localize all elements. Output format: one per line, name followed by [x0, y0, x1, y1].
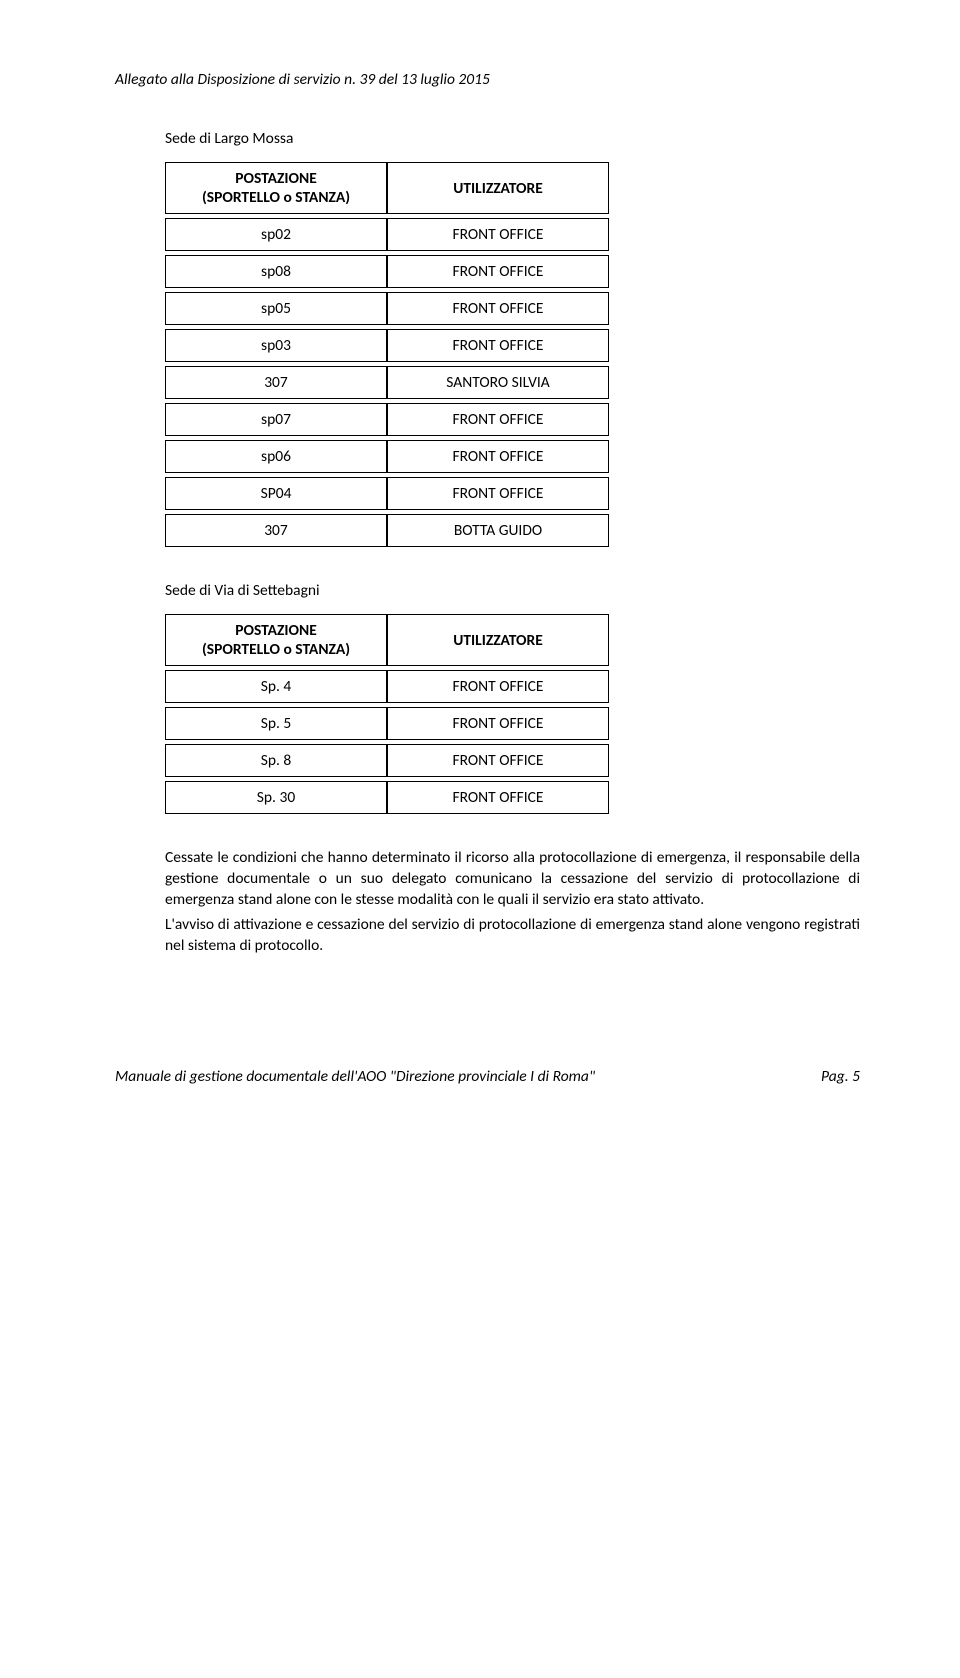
cell-utilizzatore: BOTTA GUIDO [387, 514, 609, 547]
cell-postazione: Sp. 5 [165, 707, 387, 740]
cell-postazione: 307 [165, 366, 387, 399]
cell-utilizzatore: FRONT OFFICE [387, 329, 609, 362]
cell-postazione: sp05 [165, 292, 387, 325]
table-row: sp07FRONT OFFICE [165, 403, 609, 436]
section2-title: Sede di Via di Settebagni [165, 581, 860, 600]
col2-header: UTILIZZATORE [387, 162, 609, 214]
cell-postazione: Sp. 4 [165, 670, 387, 703]
section1-title: Sede di Largo Mossa [165, 129, 860, 148]
cell-postazione: 307 [165, 514, 387, 547]
cell-postazione: sp06 [165, 440, 387, 473]
cell-utilizzatore: FRONT OFFICE [387, 218, 609, 251]
col1-header: POSTAZIONE (SPORTELLO o STANZA) [165, 162, 387, 214]
table-row: 307SANTORO SILVIA [165, 366, 609, 399]
table-largo-mossa: POSTAZIONE (SPORTELLO o STANZA) UTILIZZA… [165, 158, 609, 551]
col1-header: POSTAZIONE (SPORTELLO o STANZA) [165, 614, 387, 666]
cell-postazione: sp03 [165, 329, 387, 362]
col1-header-line2: (SPORTELLO o STANZA) [176, 188, 376, 207]
table-row: Sp. 4FRONT OFFICE [165, 670, 609, 703]
cell-utilizzatore: FRONT OFFICE [387, 707, 609, 740]
paragraph-2: L'avviso di attivazione e cessazione del… [165, 915, 860, 957]
col1-header-line1: POSTAZIONE [176, 169, 376, 188]
table-row: SP04FRONT OFFICE [165, 477, 609, 510]
footer-right: Pag. 5 [821, 1067, 860, 1086]
table-row: Sp. 5FRONT OFFICE [165, 707, 609, 740]
table-row: sp08FRONT OFFICE [165, 255, 609, 288]
cell-utilizzatore: FRONT OFFICE [387, 403, 609, 436]
cell-postazione: Sp. 30 [165, 781, 387, 814]
body-paragraphs: Cessate le condizioni che hanno determin… [165, 848, 860, 957]
cell-utilizzatore: FRONT OFFICE [387, 744, 609, 777]
paragraph-1: Cessate le condizioni che hanno determin… [165, 848, 860, 911]
cell-utilizzatore: FRONT OFFICE [387, 781, 609, 814]
cell-postazione: sp02 [165, 218, 387, 251]
col1-header-line2: (SPORTELLO o STANZA) [176, 640, 376, 659]
col2-header: UTILIZZATORE [387, 614, 609, 666]
page-footer: Manuale di gestione documentale dell'AOO… [115, 1067, 860, 1086]
footer-left: Manuale di gestione documentale dell'AOO… [115, 1067, 595, 1086]
table-row: sp05FRONT OFFICE [165, 292, 609, 325]
cell-utilizzatore: FRONT OFFICE [387, 477, 609, 510]
cell-postazione: sp07 [165, 403, 387, 436]
cell-postazione: Sp. 8 [165, 744, 387, 777]
cell-utilizzatore: FRONT OFFICE [387, 440, 609, 473]
page-header: Allegato alla Disposizione di servizio n… [115, 70, 860, 89]
cell-utilizzatore: FRONT OFFICE [387, 255, 609, 288]
col1-header-line1: POSTAZIONE [176, 621, 376, 640]
table-header-row: POSTAZIONE (SPORTELLO o STANZA) UTILIZZA… [165, 162, 609, 214]
table-row: sp03FRONT OFFICE [165, 329, 609, 362]
table-settebagni: POSTAZIONE (SPORTELLO o STANZA) UTILIZZA… [165, 610, 609, 818]
cell-postazione: sp08 [165, 255, 387, 288]
table-row: Sp. 8FRONT OFFICE [165, 744, 609, 777]
table-header-row: POSTAZIONE (SPORTELLO o STANZA) UTILIZZA… [165, 614, 609, 666]
table-row: sp06FRONT OFFICE [165, 440, 609, 473]
cell-utilizzatore: FRONT OFFICE [387, 670, 609, 703]
cell-postazione: SP04 [165, 477, 387, 510]
table-row: Sp. 30FRONT OFFICE [165, 781, 609, 814]
table-row: 307BOTTA GUIDO [165, 514, 609, 547]
cell-utilizzatore: FRONT OFFICE [387, 292, 609, 325]
table-row: sp02FRONT OFFICE [165, 218, 609, 251]
cell-utilizzatore: SANTORO SILVIA [387, 366, 609, 399]
